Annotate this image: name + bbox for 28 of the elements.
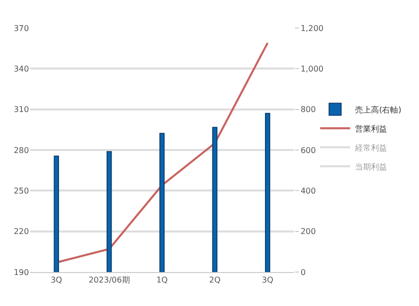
y2-tick-label: 400: [300, 186, 316, 196]
legend-label: 経常利益: [354, 143, 388, 152]
y-tick-label: 190: [14, 268, 29, 277]
bar: [106, 151, 112, 272]
legend-label: 売上高(右軸): [355, 105, 402, 114]
y-tick-label: 280: [14, 146, 29, 155]
y2-tick-label: 1,200: [300, 24, 324, 33]
y-tick-label: 250: [14, 186, 29, 196]
x-tick-label: 2023/06期: [88, 276, 130, 285]
y2-tick-label: 600: [300, 146, 316, 155]
legend-label: 営業利益: [355, 124, 388, 134]
bar: [54, 156, 60, 272]
y-tick-label: 310: [14, 105, 29, 114]
x-tick-label: 2Q: [209, 276, 220, 285]
y2-tick-label: 200: [300, 227, 316, 236]
y-tick-label: 370: [14, 24, 29, 33]
y2-tick-label: 0: [300, 268, 306, 277]
y-tick-label: 340: [14, 64, 29, 74]
x-tick-label: 3Q: [50, 276, 62, 285]
x-tick-label: 1Q: [156, 276, 168, 285]
y-tick-label: 220: [14, 227, 29, 236]
bar: [212, 126, 218, 272]
bar: [159, 132, 165, 272]
y2-tick-label: 800: [300, 105, 316, 114]
x-tick-label: 3Q: [262, 276, 274, 285]
y2-tick-label: 1,000: [300, 64, 324, 74]
legend-label: 当期利益: [355, 162, 388, 172]
bar: [264, 112, 270, 272]
